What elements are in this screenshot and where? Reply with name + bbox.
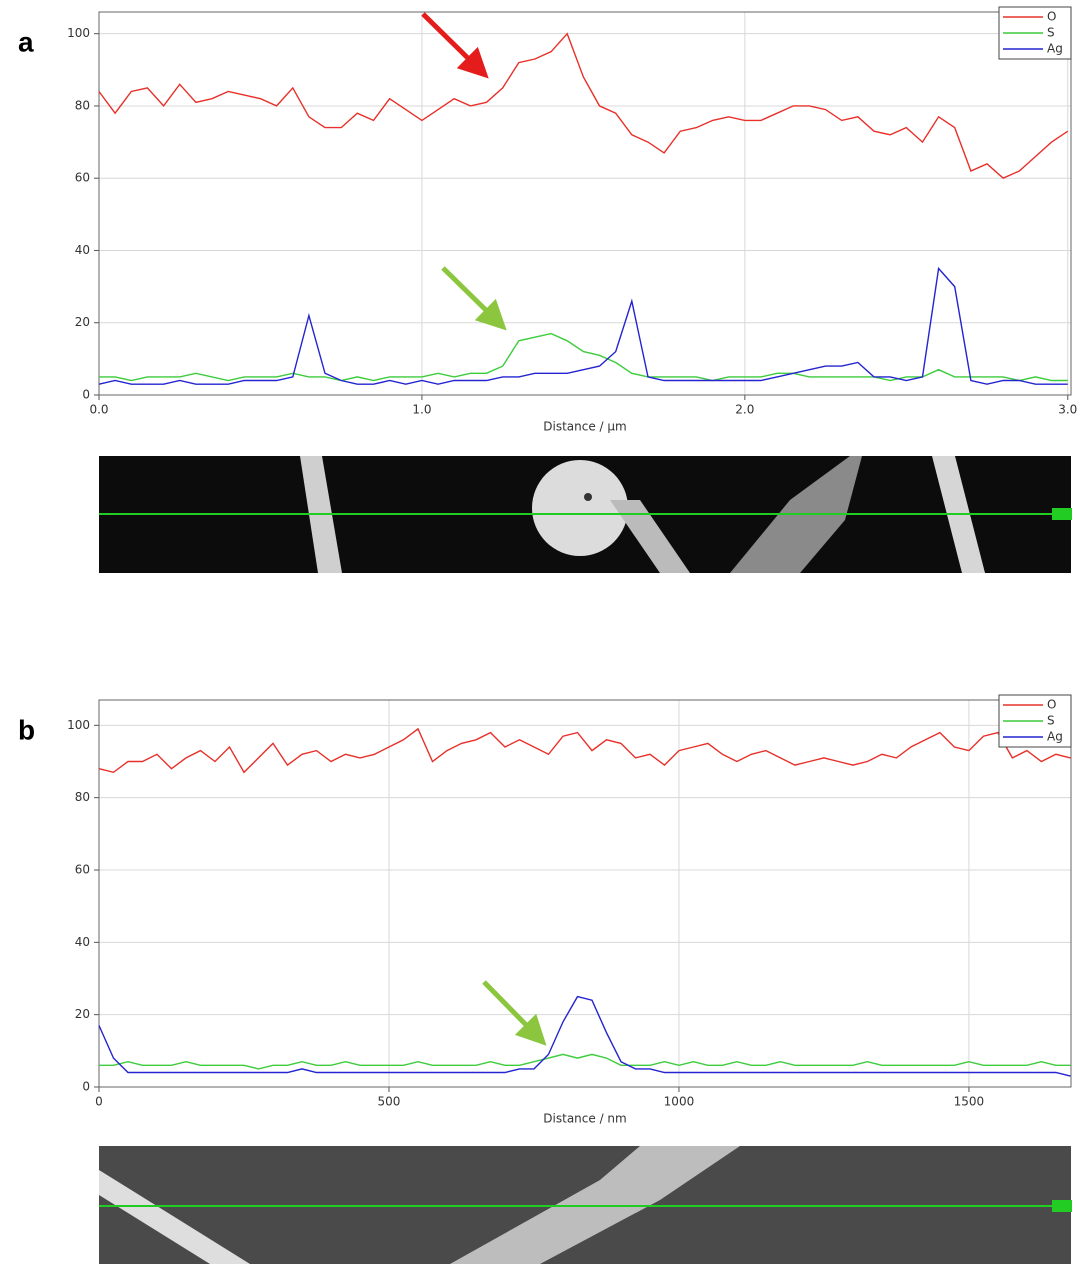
y-tick-label: 20	[75, 315, 90, 329]
data-line	[99, 332, 1068, 382]
plot-area	[99, 700, 1071, 1087]
plot-area	[99, 12, 1071, 395]
x-axis-label: Distance / nm	[543, 1112, 626, 1126]
panel-label: b	[18, 714, 35, 745]
x-tick-label: 0	[95, 1095, 103, 1109]
y-tick-label: 100	[67, 26, 90, 40]
x-tick-label: 500	[378, 1095, 401, 1109]
panel-label: a	[18, 26, 34, 57]
legend-label: Ag	[1047, 42, 1063, 56]
x-tick-label: 0.0	[89, 403, 108, 417]
y-tick-label: 0	[82, 1080, 90, 1094]
sem-image-b	[99, 1146, 1072, 1264]
x-tick-label: 1.0	[412, 403, 431, 417]
y-tick-label: 0	[82, 388, 90, 402]
y-tick-label: 60	[75, 862, 90, 876]
y-tick-label: 20	[75, 1007, 90, 1021]
plot-frame	[98, 699, 1072, 1088]
x-tick-label: 3.0	[1058, 403, 1077, 417]
y-tick-label: 40	[75, 243, 90, 257]
legend-label: S	[1047, 26, 1055, 40]
legend-label: O	[1047, 10, 1056, 24]
x-axis-label: Distance / µm	[543, 420, 626, 434]
y-tick-label: 100	[67, 718, 90, 732]
y-tick-label: 40	[75, 935, 90, 949]
annotation-arrow	[441, 266, 507, 331]
data-line	[98, 995, 1071, 1077]
data-line	[99, 1053, 1071, 1070]
annotation-arrow	[482, 980, 547, 1046]
x-tick-label: 2.0	[735, 403, 754, 417]
y-tick-label: 80	[75, 98, 90, 112]
data-line	[98, 266, 1068, 385]
data-line	[98, 32, 1069, 180]
plot-frame	[98, 11, 1072, 396]
legend-label: S	[1047, 714, 1055, 728]
y-tick-label: 80	[75, 790, 90, 804]
y-tick-label: 60	[75, 171, 90, 185]
sem-image-a	[99, 456, 1072, 573]
legend-label: Ag	[1047, 730, 1063, 744]
x-tick-label: 1500	[954, 1095, 985, 1109]
annotation-arrow	[421, 12, 489, 79]
x-tick-label: 1000	[664, 1095, 695, 1109]
data-line	[98, 727, 1071, 774]
legend-label: O	[1047, 698, 1056, 712]
